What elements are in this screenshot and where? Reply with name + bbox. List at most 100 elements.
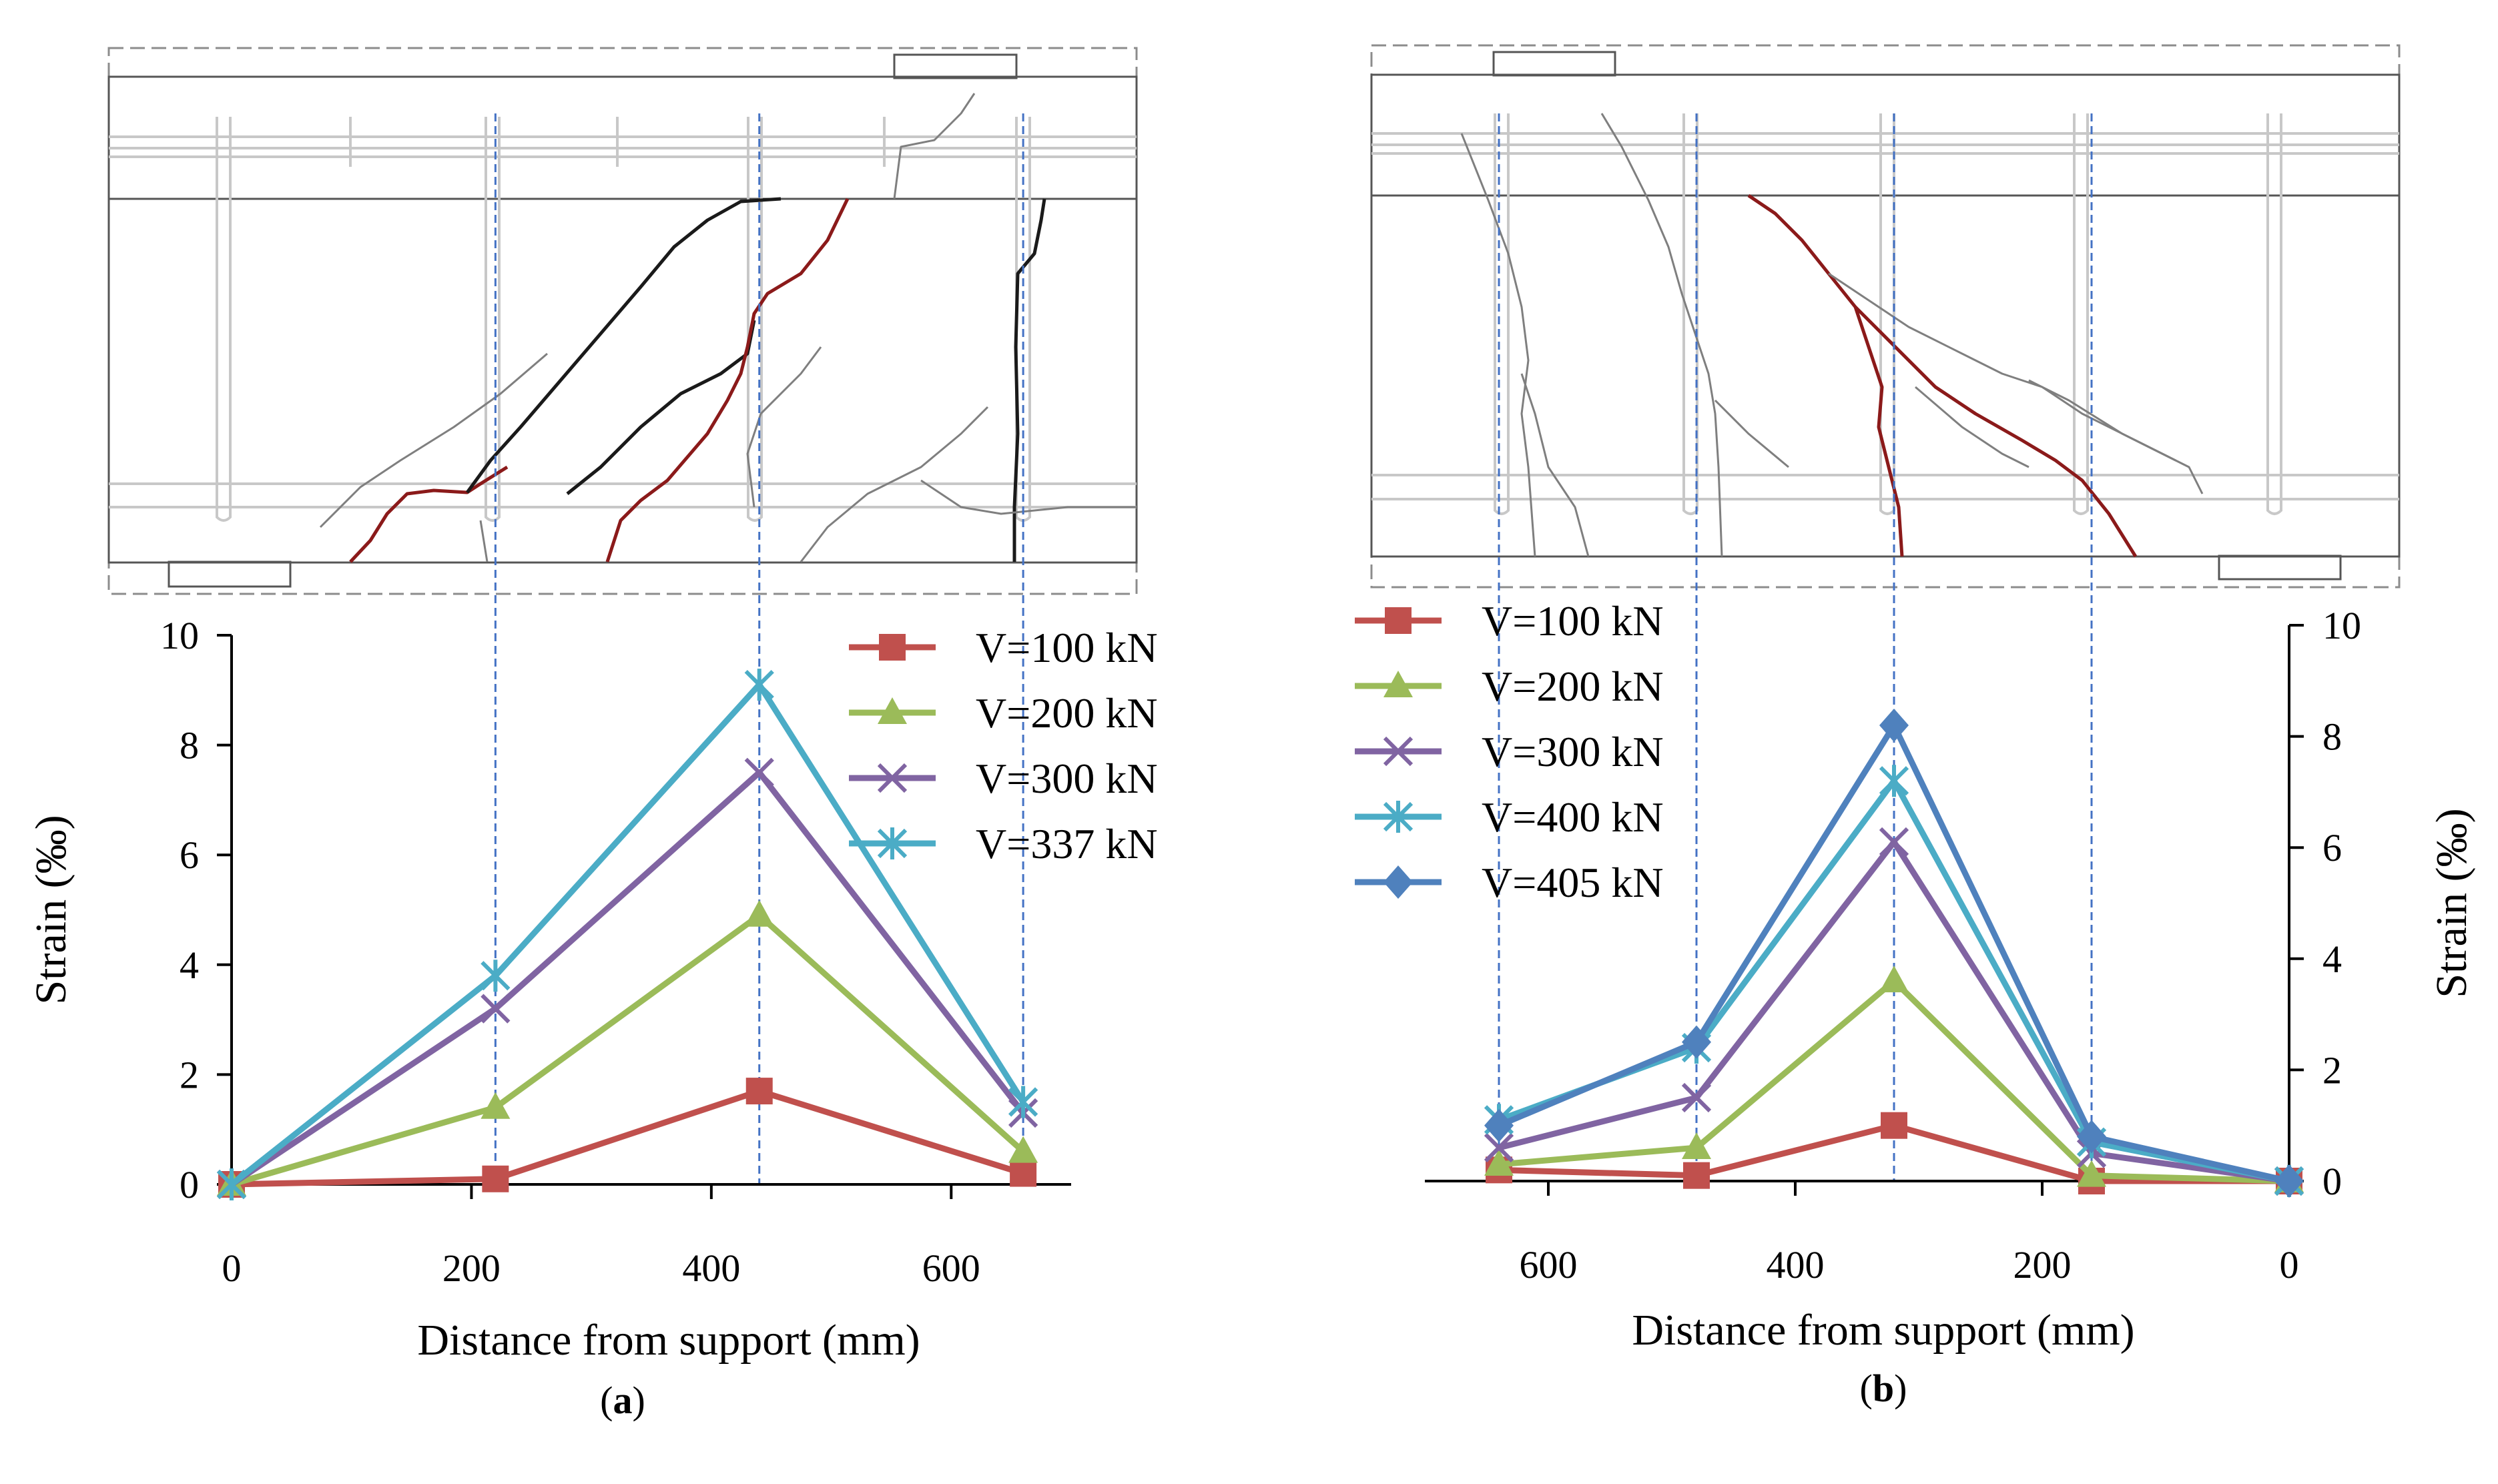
y-tick-label: 8 — [2322, 715, 2342, 759]
data-point-marker — [744, 757, 774, 787]
series-v-200-kn — [217, 899, 1038, 1196]
data-point-marker — [1008, 1086, 1038, 1118]
data-point-marker — [1484, 1132, 1514, 1163]
legend-entry: V=100 kN — [849, 624, 1158, 671]
data-point-marker — [481, 994, 511, 1024]
beam-outline-b — [1370, 73, 2401, 558]
data-point-marker — [1682, 1132, 1711, 1160]
legend-label: V=300 kN — [1482, 728, 1664, 775]
x-tick-label: 200 — [442, 1246, 501, 1290]
legend-marker — [1383, 736, 1414, 767]
data-point-marker — [2077, 1120, 2106, 1154]
support-plate-a — [168, 561, 292, 588]
series-v-405-kn — [1484, 708, 2304, 1198]
y-axis-label: Strain (‰) — [2427, 808, 2476, 998]
x-tick-label: 600 — [922, 1246, 980, 1290]
legend-label: V=400 kN — [1482, 793, 1664, 841]
legend-label: V=405 kN — [1482, 859, 1664, 906]
legend-entry: V=300 kN — [849, 755, 1158, 802]
loading-plate-b — [1492, 51, 1616, 77]
data-point-marker — [481, 1092, 511, 1119]
x-tick-label: 0 — [222, 1246, 242, 1290]
series-v-337-kn — [216, 669, 1038, 1200]
x-tick-label: 400 — [1767, 1243, 1825, 1286]
legend-marker — [877, 827, 908, 859]
y-tick-label: 6 — [180, 833, 199, 877]
data-point-marker — [1683, 1162, 1710, 1189]
data-point-marker — [745, 1078, 773, 1105]
legend-entry: V=200 kN — [1355, 663, 1664, 710]
y-tick-label: 4 — [180, 944, 199, 987]
rebar-a — [109, 117, 1137, 522]
series-line — [230, 912, 1026, 1188]
legend-marker — [1383, 865, 1413, 899]
x-axis-label: Distance from support (mm) — [417, 1316, 920, 1365]
data-point-marker — [1484, 1149, 1514, 1176]
y-tick-label: 8 — [180, 724, 199, 767]
y-axis-label: Strain (‰) — [27, 815, 75, 1004]
legend-label: V=100 kN — [1482, 597, 1664, 645]
legend-label: V=200 kN — [1482, 663, 1664, 710]
x-tick-label: 600 — [1520, 1243, 1578, 1286]
y-tick-label: 6 — [2322, 826, 2342, 869]
data-point-marker — [216, 1168, 247, 1200]
beam-outline-a — [107, 75, 1138, 564]
data-point-marker — [1881, 1112, 1907, 1139]
y-tick-label: 4 — [2322, 938, 2342, 981]
x-tick-label: 0 — [2280, 1243, 2299, 1286]
crack-diagram-a — [107, 47, 1138, 595]
y-tick-label: 2 — [180, 1053, 199, 1096]
data-point-marker — [744, 899, 774, 927]
legend-label: V=337 kN — [976, 820, 1158, 867]
data-point-marker — [1879, 708, 1909, 742]
legend-entry: V=337 kN — [849, 820, 1158, 867]
x-tick-label: 400 — [682, 1246, 740, 1290]
data-point-marker — [2274, 1164, 2304, 1198]
legend-entry: V=300 kN — [1355, 728, 1664, 775]
diagram-boundary-a — [107, 47, 1138, 595]
legend-marker — [1385, 607, 1412, 634]
cracks-a — [319, 93, 1137, 563]
legend-label: V=200 kN — [976, 689, 1158, 737]
data-point-marker — [481, 960, 511, 992]
data-point-marker — [1010, 1160, 1037, 1187]
data-point-marker — [1008, 1136, 1038, 1163]
data-point-marker — [2077, 1160, 2106, 1187]
x-tick-label: 200 — [2013, 1243, 2072, 1286]
data-point-marker — [1484, 1108, 1514, 1142]
cracks-b — [1460, 113, 2204, 558]
series-line — [231, 1088, 1024, 1188]
x-axis-label: Distance from support (mm) — [1632, 1306, 2134, 1355]
data-point-marker — [1879, 827, 1909, 857]
legend-marker — [1383, 671, 1413, 697]
series-line — [230, 681, 1026, 1187]
crack-diagram-b — [1370, 44, 2401, 589]
legend-marker — [878, 697, 907, 724]
legend-entry: V=405 kN — [1355, 859, 1664, 906]
data-point-marker — [1879, 966, 1909, 993]
legend-entry: V=200 kN — [849, 689, 1158, 737]
data-point-marker — [744, 669, 774, 701]
rebar-b — [1371, 113, 2399, 515]
y-tick-label: 0 — [2322, 1160, 2342, 1203]
series-line — [230, 769, 1026, 1187]
support-plate-b — [2218, 554, 2342, 581]
data-point-marker — [1879, 765, 1909, 797]
caption-a: (a) — [600, 1379, 645, 1422]
strain-chart-b: 0 2 4 6 8 10 600 400 200 0 Distance from support (… — [1355, 113, 2476, 1355]
legend-entry: V=400 kN — [1355, 793, 1664, 841]
diagram-boundary-b — [1370, 44, 2401, 589]
y-tick-label: 2 — [2322, 1048, 2342, 1092]
legend-marker — [1383, 801, 1414, 833]
legend-entry: V=100 kN — [1355, 597, 1664, 645]
legend-marker — [877, 763, 908, 793]
loading-plate-a — [893, 53, 1018, 79]
legend-label: V=300 kN — [976, 755, 1158, 802]
y-tick-label: 10 — [2322, 604, 2361, 647]
data-point-marker — [1682, 1025, 1711, 1059]
legend-marker — [879, 634, 906, 661]
data-point-marker — [482, 1165, 509, 1192]
y-tick-label: 10 — [160, 614, 199, 657]
